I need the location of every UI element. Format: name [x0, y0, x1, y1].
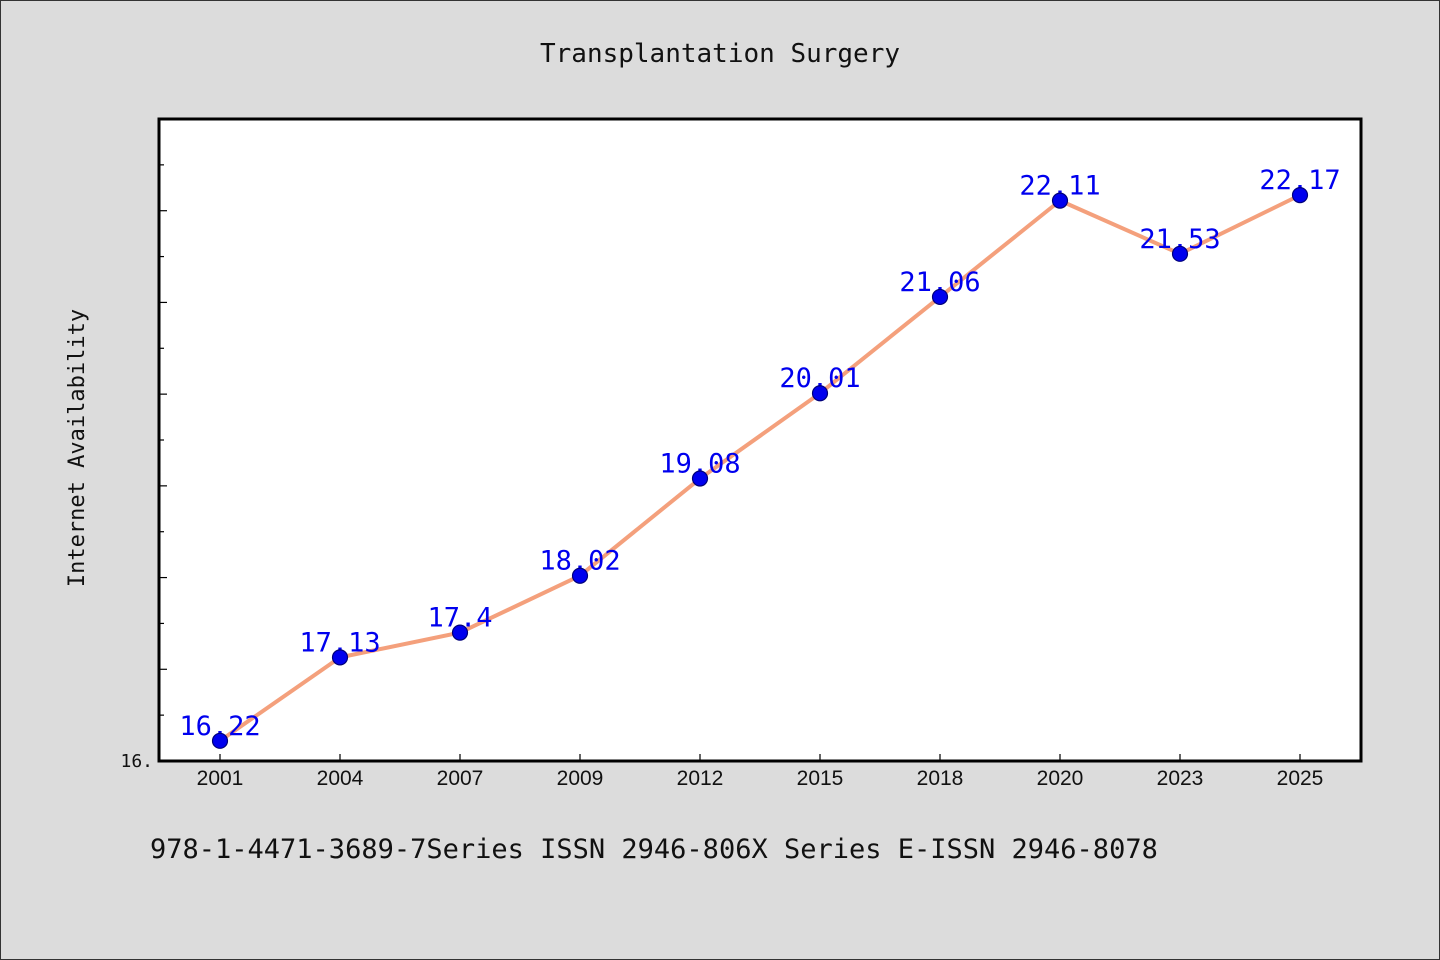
x-axis-ticks: 2001 2004 2007 2009 2012 2015 2018 2020 2023 2025 [197, 754, 1324, 790]
series-group: 16.2217.1317.418.0219.0820.0121.0622.112… [179, 165, 1341, 749]
data-point [811, 385, 829, 402]
data-point [571, 567, 589, 584]
x-tick-label: 2018 [917, 767, 964, 790]
data-point [1171, 245, 1189, 262]
data-point [451, 624, 469, 641]
x-tick-label: 2020 [1037, 767, 1084, 790]
y-axis-label: Internet Availability [65, 309, 90, 587]
data-point [931, 288, 949, 306]
chart-title: Transplantation Surgery [540, 39, 900, 69]
data-point [331, 649, 349, 666]
x-tick-label: 2007 [437, 767, 484, 790]
data-point [691, 470, 709, 487]
data-point [1291, 187, 1309, 204]
x-tick-label: 2015 [797, 767, 844, 790]
y-axis-ticks: 16. [120, 164, 167, 772]
x-tick-label: 2023 [1157, 767, 1204, 790]
data-point [1051, 192, 1069, 209]
data-point [211, 732, 229, 749]
x-tick-label: 2009 [557, 767, 604, 790]
y-tick-label: 16. [120, 751, 153, 772]
x-tick-label: 2012 [677, 767, 724, 790]
x-tick-label: 2001 [197, 767, 244, 790]
series-line [218, 193, 1301, 743]
x-tick-label: 2025 [1277, 767, 1324, 790]
x-tick-label: 2004 [317, 767, 364, 790]
footer-isbn-text: 978-1-4471-3689-7Series ISSN 2946-806X S… [150, 834, 1158, 865]
